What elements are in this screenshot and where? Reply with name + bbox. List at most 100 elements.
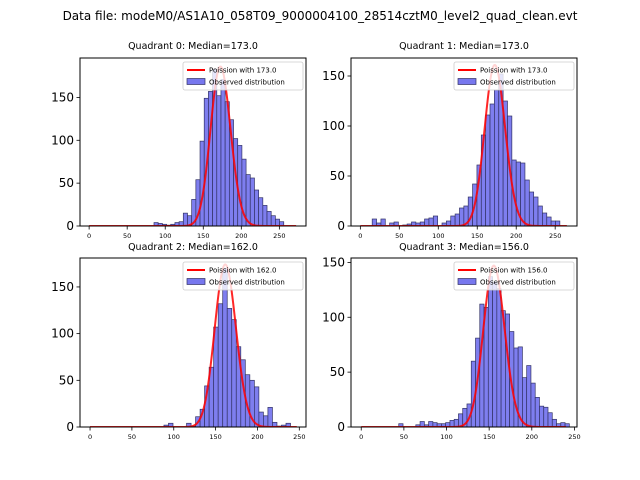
- legend: Poission with 156.0 Observed distribution: [453, 261, 575, 291]
- y-tick-label: 150: [322, 255, 345, 269]
- histogram-bar: [530, 382, 536, 427]
- histogram-bar: [216, 95, 222, 226]
- plot-area: [89, 263, 297, 427]
- legend-label-observed: Observed distribution: [209, 79, 285, 87]
- y-tick-label: 50: [330, 169, 345, 183]
- y-tick-label: 150: [322, 69, 345, 83]
- legend-label-observed: Observed distribution: [480, 79, 556, 87]
- histogram-bar: [542, 212, 548, 226]
- legend-patch-icon: [457, 78, 477, 85]
- y-tick-label: 0: [337, 219, 345, 233]
- y-tick-label: 50: [59, 176, 74, 190]
- histogram-bar: [270, 215, 276, 226]
- x-tick-label: 100: [168, 433, 180, 441]
- legend: Poission with 173.0 Observed distribution: [182, 61, 304, 91]
- legend-box: [182, 61, 304, 91]
- y-tick-label: 0: [66, 420, 74, 434]
- histogram-bar: [547, 412, 553, 427]
- histogram-bar: [513, 347, 519, 427]
- legend-label-poisson: Poission with 162.0: [209, 267, 277, 275]
- x-tick-label: 150: [209, 433, 221, 441]
- x-tick-label: 150: [197, 232, 209, 240]
- histogram-bar: [249, 177, 255, 226]
- histogram-bar: [213, 326, 219, 427]
- legend-patch-icon: [186, 78, 206, 85]
- y-tick-label: 100: [51, 327, 74, 341]
- y-tick-label: 50: [59, 373, 74, 387]
- subplot-title: Quadrant 2: Median=162.0: [128, 242, 258, 253]
- y-tick-label: 50: [330, 365, 345, 379]
- plot-area: [88, 65, 297, 226]
- legend: Poission with 162.0 Observed distribution: [182, 261, 304, 291]
- x-tick-label: 100: [432, 232, 444, 240]
- histogram-bar: [487, 276, 493, 427]
- histogram-bar: [450, 215, 456, 226]
- histogram-bar: [520, 162, 526, 226]
- x-tick-label: 50: [128, 433, 136, 441]
- x-tick-label: 100: [159, 232, 171, 240]
- subplot-title: Quadrant 3: Median=156.0: [399, 242, 529, 253]
- plot-area: [360, 64, 568, 226]
- x-tick-label: 200: [526, 433, 538, 441]
- histogram-bar: [424, 218, 430, 226]
- histogram-bar: [432, 215, 439, 226]
- subplot-quadrant-3: Quadrant 3: Median=156.0 0 50 100 150 0 50 100…: [322, 242, 581, 441]
- histogram-bar: [496, 288, 502, 427]
- subplot-quadrant-1: Quadrant 1: Median=173.0 0 50 100 150 0 50 100…: [322, 41, 578, 240]
- y-tick-label: 0: [337, 420, 345, 434]
- histogram-bar: [555, 220, 561, 226]
- y-tick-label: 150: [51, 90, 74, 104]
- legend-box: [453, 61, 575, 91]
- histogram-bar: [231, 319, 237, 427]
- histogram-bar: [428, 217, 434, 226]
- histogram-bar: [528, 191, 535, 226]
- histogram-bar: [543, 406, 549, 427]
- histogram-bar: [459, 207, 465, 226]
- suptitle: Data file: modeM0/AS1A10_058T09_90000041…: [63, 9, 578, 23]
- histogram-bar: [371, 218, 377, 226]
- subplot-title: Quadrant 0: Median=173.0: [128, 41, 258, 52]
- poisson-curve: [89, 263, 297, 427]
- histogram-bar: [226, 308, 233, 427]
- histogram-bar: [492, 281, 498, 427]
- histogram-bar: [537, 205, 543, 226]
- x-tick-label: 200: [235, 232, 247, 240]
- legend-label-poisson: Poission with 173.0: [480, 67, 548, 75]
- legend-patch-icon: [457, 278, 477, 285]
- x-tick-label: 0: [358, 232, 362, 240]
- histogram-bar: [522, 377, 528, 427]
- y-tick-label: 150: [51, 280, 74, 294]
- subplot-title: Quadrant 1: Median=173.0: [399, 41, 529, 52]
- histogram-bar: [524, 179, 530, 226]
- axes-frame: [350, 257, 578, 428]
- legend: Poission with 173.0 Observed distribution: [453, 61, 575, 91]
- histogram-bar: [485, 114, 491, 226]
- histogram-bar: [222, 267, 228, 427]
- axes-frame: [79, 257, 307, 428]
- histogram-bar: [217, 303, 224, 427]
- histogram-bar: [266, 211, 272, 226]
- plot-area: [361, 264, 570, 427]
- legend-label-poisson: Poission with 173.0: [209, 67, 277, 75]
- histogram-bar: [380, 218, 386, 226]
- x-tick-label: 200: [510, 232, 522, 240]
- x-tick-label: 100: [440, 433, 452, 441]
- y-tick-label: 100: [322, 310, 345, 324]
- x-tick-label: 50: [400, 433, 408, 441]
- histogram-bar: [494, 89, 500, 226]
- axes-frame: [79, 57, 307, 227]
- y-tick-label: 0: [66, 219, 74, 233]
- x-tick-label: 200: [251, 433, 263, 441]
- x-tick-label: 150: [471, 232, 483, 240]
- y-tick-label: 100: [51, 133, 74, 147]
- histogram-bar: [263, 415, 269, 427]
- histogram-bar: [220, 79, 226, 226]
- legend-box: [182, 261, 304, 291]
- x-tick-label: 250: [293, 433, 305, 441]
- histogram-bar: [534, 397, 540, 427]
- subplot-quadrant-2: Quadrant 2: Median=162.0 0 50 100 150 0 50 100…: [51, 242, 307, 441]
- x-tick-label: 250: [273, 232, 285, 240]
- histogram-bar: [262, 205, 268, 226]
- legend-label-observed: Observed distribution: [209, 279, 285, 287]
